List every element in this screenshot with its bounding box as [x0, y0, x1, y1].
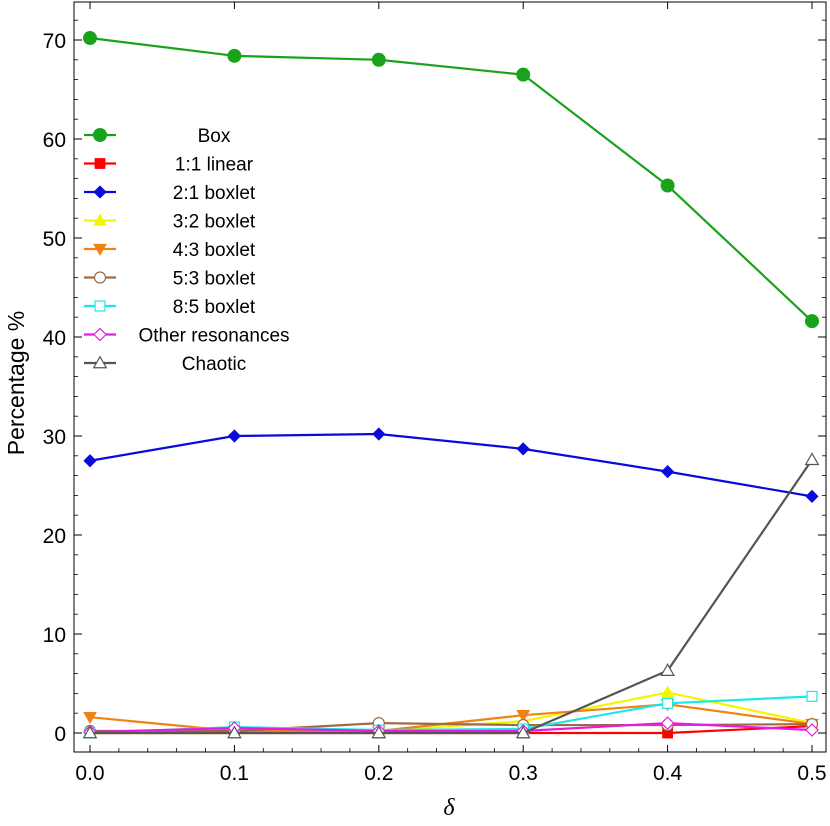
- legend-item: Chaotic: [84, 354, 246, 375]
- data-point: [92, 355, 108, 369]
- data-point: [93, 213, 107, 226]
- series-2-1-boxlet: [83, 427, 819, 503]
- legend-item: 8:5 boxlet: [84, 297, 256, 318]
- legend-item: 4:3 boxlet: [84, 240, 256, 261]
- legend-label: 1:1 linear: [175, 155, 254, 176]
- data-point: [93, 185, 107, 199]
- x-tick-label: 0.2: [364, 762, 393, 785]
- data-point: [94, 300, 106, 312]
- series-box: [83, 31, 819, 329]
- legend-label: 2:1 boxlet: [173, 183, 256, 204]
- data-point: [83, 31, 97, 46]
- x-tick-label: 0.0: [75, 762, 104, 785]
- y-axis-title: Percentage %: [3, 311, 29, 455]
- legend-item: 3:2 boxlet: [84, 212, 256, 233]
- data-point: [94, 158, 106, 169]
- data-point: [805, 723, 819, 737]
- data-point: [93, 243, 107, 256]
- y-tick-label: 40: [43, 327, 66, 350]
- data-point: [93, 271, 107, 284]
- legend-label: Box: [198, 126, 231, 147]
- data-point: [662, 697, 674, 709]
- series-line: [89, 721, 813, 734]
- x-tick-label: 0.4: [653, 762, 683, 785]
- legend-label: Chaotic: [182, 354, 246, 375]
- y-tick-label: 30: [43, 426, 66, 449]
- legend-label: Other resonances: [138, 326, 289, 347]
- data-point: [660, 663, 675, 676]
- legend-label: 5:3 boxlet: [173, 269, 256, 290]
- x-tick-label: 0.1: [220, 762, 249, 785]
- data-point: [804, 452, 820, 466]
- data-point: [227, 725, 242, 739]
- data-point: [516, 710, 531, 723]
- data-point: [662, 727, 673, 739]
- data-point: [660, 685, 675, 698]
- y-tick-label: 0: [54, 723, 66, 746]
- data-point: [660, 716, 675, 730]
- x-tick-label: 0.5: [797, 762, 826, 785]
- x-axis-ticks: 0.0 0.1 0.2 0.3 0.4 0.5: [75, 2, 827, 785]
- data-point: [661, 465, 675, 479]
- data-point: [805, 489, 819, 503]
- data-point: [227, 48, 242, 63]
- data-point: [93, 327, 107, 342]
- legend-item: 5:3 boxlet: [84, 269, 256, 290]
- y-tick-label: 60: [43, 129, 66, 152]
- data-point: [371, 725, 387, 739]
- y-axis-ticks: 0 10 20 30 40 50 60 70: [43, 19, 826, 746]
- legend-item: Box: [84, 126, 231, 147]
- legend: Box 1:1 linear 2:1 boxlet 3:2 boxlet 4:3 box…: [84, 126, 290, 375]
- data-point: [83, 454, 97, 468]
- data-point: [515, 725, 531, 739]
- data-point: [516, 67, 531, 82]
- series-line: [89, 695, 813, 735]
- series-line: [90, 459, 813, 735]
- legend-item: 2:1 boxlet: [84, 183, 256, 204]
- y-tick-label: 70: [43, 30, 66, 53]
- legend-label: 3:2 boxlet: [173, 212, 256, 233]
- plot-frame: [73, 1, 827, 753]
- series-line: [89, 36, 813, 322]
- x-axis-title: δ: [443, 795, 455, 821]
- y-tick-label: 10: [43, 624, 66, 647]
- series-chaotic: [82, 452, 820, 739]
- data-point: [660, 178, 675, 193]
- data-point: [93, 128, 107, 142]
- series-layer: [82, 31, 820, 739]
- data-point: [83, 711, 97, 725]
- data-point: [82, 725, 98, 739]
- legend-item: Other resonances: [84, 326, 290, 347]
- y-tick-label: 50: [43, 228, 66, 251]
- data-point: [371, 52, 386, 67]
- legend-label: 8:5 boxlet: [173, 297, 256, 318]
- data-point: [805, 314, 819, 329]
- legend-label: 4:3 boxlet: [173, 240, 256, 261]
- data-point: [516, 442, 530, 456]
- y-tick-label: 20: [43, 525, 66, 548]
- data-point: [227, 429, 241, 443]
- data-point: [372, 427, 386, 441]
- series-line: [89, 432, 813, 498]
- x-tick-label: 0.3: [509, 762, 538, 785]
- legend-item: 1:1 linear: [84, 155, 254, 176]
- data-point: [806, 690, 818, 702]
